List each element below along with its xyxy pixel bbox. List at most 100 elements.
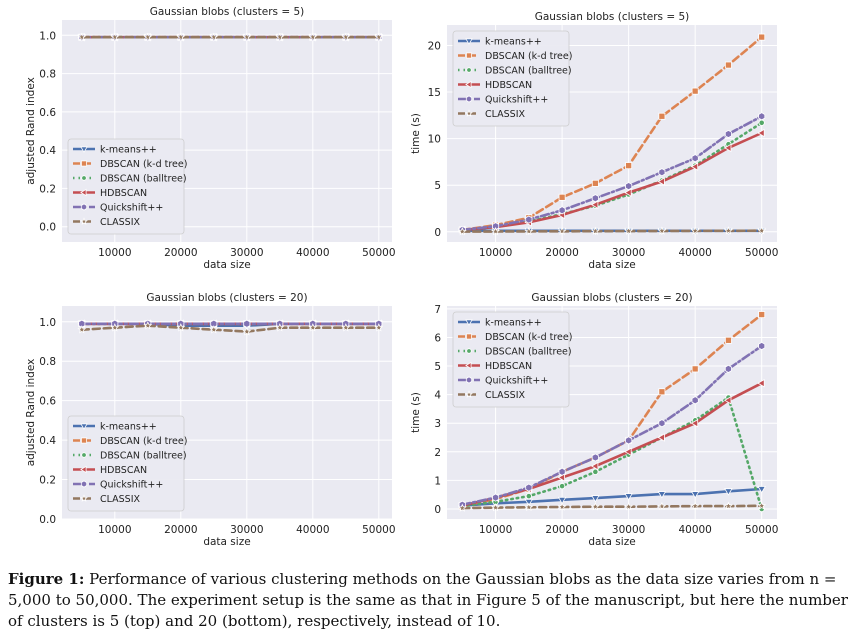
x-tick-label: 30000: [612, 247, 645, 259]
legend-label: DBSCAN (balltree): [100, 451, 187, 462]
data-point: [690, 162, 699, 171]
legend-marker: [80, 480, 88, 488]
data-point: [724, 336, 732, 344]
legend: k-means++ DBSCAN (k-d tree) DBSCAN (balltr…: [452, 311, 572, 408]
legend-label: DBSCAN (balltree): [485, 66, 572, 77]
y-tick-label: 1: [434, 475, 441, 487]
data-point: [525, 483, 533, 492]
y-tick-label: 0.0: [39, 222, 56, 234]
chart-title: Gaussian blobs (clusters = 5): [535, 11, 690, 23]
x-tick-label: 20000: [545, 524, 578, 536]
data-point: [724, 488, 733, 496]
series-line: [461, 487, 763, 507]
legend-marker: [465, 333, 473, 340]
data-point: [657, 491, 667, 499]
x-tick-label: 30000: [230, 247, 263, 259]
legend-marker: [80, 160, 88, 167]
series-line: [461, 35, 763, 232]
legend-marker: [80, 217, 88, 225]
x-tick-label: 10000: [98, 247, 131, 259]
x-tick-label: 50000: [362, 247, 395, 259]
legend-box: [67, 138, 185, 235]
data-point: [275, 323, 285, 332]
y-tick-label: 0: [434, 227, 441, 239]
legend: k-means++ DBSCAN (k-d tree) DBSCAN (balltr…: [67, 415, 187, 512]
data-point: [690, 491, 700, 499]
data-point: [524, 502, 534, 512]
data-point: [690, 418, 699, 428]
series-group: [457, 311, 767, 513]
legend-label: DBSCAN (balltree): [100, 174, 187, 185]
legend-marker: [80, 494, 88, 502]
y-tick-label: 0.4: [39, 145, 56, 157]
x-tick-label: 10000: [98, 524, 131, 536]
legend-marker: [465, 95, 473, 103]
data-point: [557, 502, 567, 511]
legend-marker: [80, 423, 88, 430]
legend-marker: [465, 376, 473, 384]
chart-title: Gaussian blobs (clusters = 5): [150, 6, 305, 18]
data-point: [77, 325, 87, 334]
data-point: [658, 419, 666, 428]
y-axis-label: time (s): [410, 392, 422, 433]
legend-label: DBSCAN (k-d tree): [485, 51, 572, 62]
data-point: [757, 128, 765, 138]
y-tick-label: 0.4: [39, 435, 56, 447]
data-point: [558, 206, 566, 215]
data-point: [657, 501, 667, 511]
chart-panel-4: 0 1 2 3 4 5 6 7 10000 20000 30000 40000 50000 Gaussia…: [410, 292, 778, 548]
y-axis-label: adjusted Rand index: [25, 77, 37, 185]
data-point: [176, 323, 186, 332]
data-point: [209, 32, 219, 41]
data-point: [624, 493, 633, 501]
legend-marker: [465, 319, 473, 326]
legend-marker: [465, 80, 472, 89]
x-tick-label: 30000: [230, 524, 263, 536]
data-point: [658, 388, 666, 396]
y-tick-label: 5: [434, 361, 441, 373]
series-line: [461, 115, 763, 232]
chart-panel-2: 0 5 10 15 20 10000 20000 30000 40000 50000 Gaussia…: [410, 11, 778, 271]
legend-box: [452, 30, 570, 127]
data-point: [491, 226, 501, 236]
data-point: [690, 226, 700, 235]
data-point: [724, 396, 732, 405]
legend-marker: [80, 437, 88, 444]
data-point: [758, 119, 765, 126]
data-point: [242, 32, 252, 41]
data-point: [558, 467, 566, 476]
x-tick-label: 50000: [362, 524, 395, 536]
data-point: [591, 495, 600, 503]
data-point: [757, 486, 767, 494]
series-line: [461, 395, 763, 511]
data-point: [591, 200, 599, 210]
legend-label: CLASSIX: [100, 217, 141, 228]
y-tick-label: 10: [428, 134, 441, 146]
data-point: [658, 168, 666, 177]
data-point: [625, 162, 633, 170]
x-tick-label: 20000: [164, 247, 197, 259]
x-tick-label: 20000: [164, 524, 197, 536]
x-tick-label: 20000: [545, 247, 578, 259]
legend-marker: [80, 465, 87, 474]
data-point: [691, 87, 699, 95]
y-tick-label: 7: [434, 304, 441, 316]
data-point: [143, 321, 153, 330]
data-point: [591, 179, 599, 187]
legend-label: Quickshift++: [485, 95, 548, 106]
y-tick-label: 15: [428, 87, 441, 99]
x-axis-label: data size: [588, 536, 635, 548]
data-point: [724, 61, 732, 69]
legend-label: DBSCAN (k-d tree): [100, 436, 187, 447]
y-tick-label: 2: [434, 447, 441, 459]
data-point: [624, 226, 634, 235]
data-point: [625, 436, 633, 445]
x-tick-label: 40000: [678, 524, 711, 536]
x-tick-label: 10000: [479, 247, 512, 259]
legend-marker: [466, 348, 472, 354]
chart-title: Gaussian blobs (clusters = 20): [146, 292, 307, 304]
y-tick-label: 0.6: [39, 107, 56, 119]
data-point: [657, 177, 665, 186]
legend-marker: [465, 38, 473, 45]
x-tick-label: 50000: [745, 524, 778, 536]
